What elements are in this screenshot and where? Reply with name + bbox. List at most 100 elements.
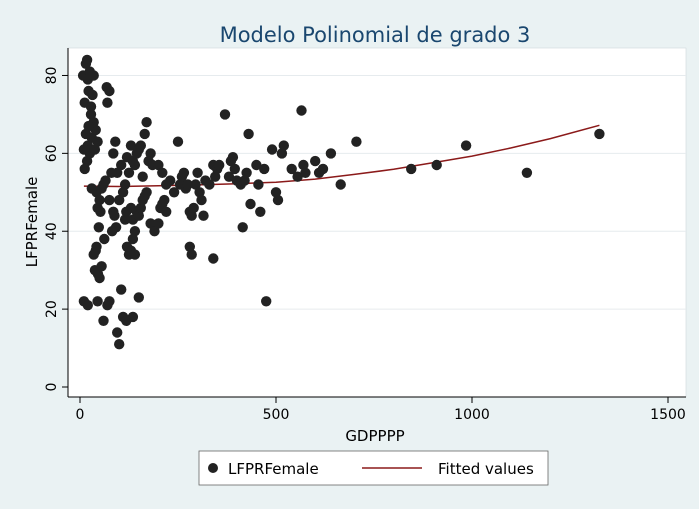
- scatter-point: [227, 152, 239, 163]
- scatter-point: [182, 179, 193, 190]
- scatter-point: [100, 175, 111, 186]
- scatter-point: [325, 148, 337, 159]
- scatter-point: [223, 171, 235, 182]
- scatter-point: [101, 82, 112, 93]
- scatter-point: [137, 171, 148, 182]
- scatter-point: [133, 210, 144, 221]
- scatter-point: [219, 109, 231, 120]
- scatter-point: [110, 136, 121, 147]
- legend: LFPRFemale Fitted values: [198, 450, 549, 486]
- scatter-point: [153, 159, 164, 171]
- scatter-point: [161, 206, 172, 217]
- scatter-point: [106, 167, 117, 178]
- scatter-point: [153, 218, 164, 229]
- scatter-point: [88, 249, 99, 260]
- scatter-point: [239, 175, 250, 186]
- scatter-point: [83, 120, 94, 132]
- y-tick-label: 40: [44, 222, 60, 240]
- scatter-point: [255, 206, 266, 217]
- scatter-point: [81, 54, 93, 66]
- scatter-point: [89, 144, 101, 155]
- scatter-point: [298, 159, 309, 171]
- scatter-point: [261, 296, 272, 307]
- grid-lines: [68, 74, 686, 310]
- x-axis-title: GDPPPP: [345, 427, 404, 445]
- scatter-point: [81, 155, 93, 167]
- scatter-point: [278, 140, 289, 151]
- y-tick-label: 80: [44, 67, 60, 85]
- scatter-point: [85, 109, 97, 120]
- scatter-point: [245, 198, 256, 210]
- scatter-point: [210, 171, 221, 182]
- scatter-point: [96, 261, 107, 272]
- scatter-point: [88, 70, 99, 81]
- scatter-point: [114, 194, 125, 206]
- scatter-point: [188, 202, 199, 214]
- scatter-point: [127, 311, 139, 323]
- scatter-point: [460, 140, 472, 151]
- scatter-point: [186, 249, 197, 260]
- scatter-point: [85, 101, 97, 112]
- scatter-point: [237, 222, 248, 233]
- scatter-point: [109, 210, 120, 221]
- scatter-point: [192, 167, 203, 178]
- scatter-point: [119, 179, 131, 190]
- scatter-point: [196, 194, 207, 206]
- scatter-point: [194, 187, 205, 198]
- scatter-point: [99, 233, 110, 245]
- scatter-point: [198, 210, 209, 221]
- scatter-point: [149, 226, 160, 237]
- scatter-point: [87, 89, 98, 101]
- legend-label-scatter: LFPRFemale: [228, 460, 319, 478]
- scatter-point: [102, 97, 113, 108]
- chart-title: Modelo Polinomial de grado 3: [220, 23, 531, 47]
- y-tick-label: 0: [44, 383, 60, 392]
- scatter-point: [229, 163, 240, 175]
- scatter-point: [272, 194, 284, 206]
- scatter-point: [594, 128, 605, 140]
- scatter-point: [184, 241, 195, 252]
- scatter-point: [121, 206, 132, 217]
- scatter-point: [94, 272, 105, 284]
- scatter-point: [114, 339, 125, 350]
- scatter-point: [186, 210, 197, 221]
- scatter-point: [159, 194, 170, 206]
- scatter-point: [157, 167, 168, 178]
- scatter-point: [204, 179, 215, 190]
- scatter-point: [241, 167, 252, 178]
- scatter-point: [93, 222, 105, 233]
- scatter-point: [431, 159, 442, 171]
- scatter-point: [94, 194, 105, 206]
- scatter-point: [351, 136, 362, 147]
- scatter-point: [125, 140, 137, 151]
- scatter-point: [253, 179, 264, 190]
- scatter-point: [98, 315, 109, 326]
- scatter-point: [79, 163, 90, 175]
- scatter-point: [172, 136, 184, 147]
- y-tick-label: 20: [44, 300, 60, 318]
- scatter-point: [86, 183, 98, 194]
- scatter-point: [296, 105, 307, 116]
- scatter-point: [251, 159, 262, 171]
- scatter-point: [214, 159, 225, 171]
- scatter-point: [190, 179, 201, 190]
- scatter-point: [95, 206, 106, 217]
- scatter-point: [129, 159, 141, 171]
- scatter-point: [292, 171, 303, 182]
- scatter-point: [78, 144, 90, 155]
- x-tick-label: 1500: [650, 407, 686, 423]
- scatter-point: [168, 187, 180, 198]
- scatter-point: [116, 284, 127, 295]
- x-tick-label: 1000: [454, 407, 490, 423]
- scatter-point: [406, 163, 417, 175]
- scatter-point: [276, 148, 288, 159]
- scatter-point: [133, 292, 144, 303]
- scatter-point: [521, 167, 533, 178]
- scatter-point: [310, 155, 321, 167]
- scatter-point: [259, 163, 270, 175]
- scatter-point: [141, 117, 152, 128]
- scatter-point: [335, 179, 346, 190]
- scatter-point: [266, 144, 278, 155]
